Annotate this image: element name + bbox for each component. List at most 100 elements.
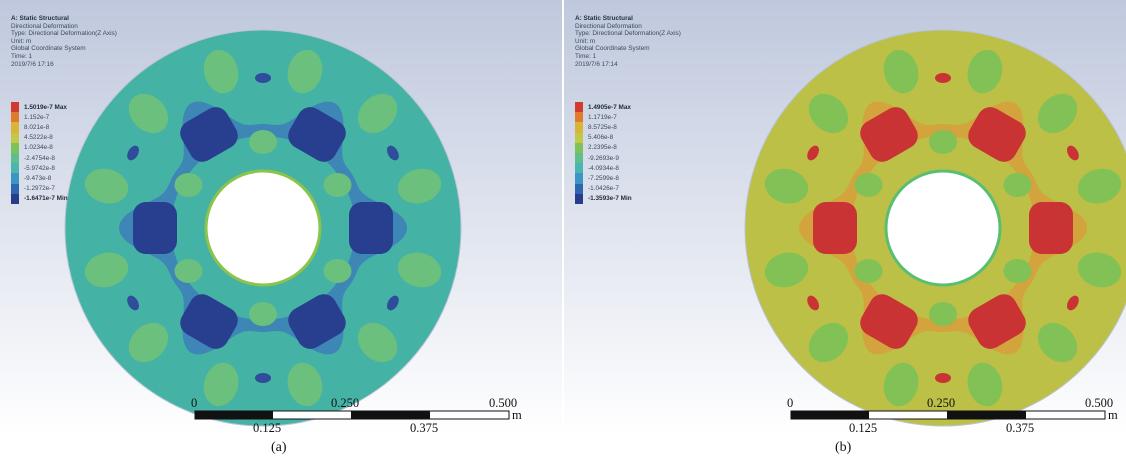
legend-entry: 5.406e-8 <box>575 132 632 143</box>
scale-label-0: 0 <box>787 396 794 410</box>
legend-swatch <box>575 102 583 113</box>
legend-swatch <box>11 163 19 174</box>
legend-label: -1.3593e-7 Min <box>588 195 632 203</box>
outer-contour-pad <box>967 362 1003 407</box>
outer-contour-pad <box>203 49 239 94</box>
inner-contour-pad <box>929 302 957 326</box>
result-name: Directional Deformation <box>575 22 642 30</box>
deformation-lobe <box>860 294 918 349</box>
scale-unit: m <box>1108 408 1118 422</box>
contour-spot <box>935 73 951 83</box>
inner-contour-pad <box>323 173 352 197</box>
scale-label-0375: 0.375 <box>410 421 439 435</box>
legend-swatch <box>11 112 19 123</box>
scale-bar-segment <box>791 411 869 419</box>
scale-bar-segment <box>351 411 430 419</box>
outer-contour-pad <box>287 362 323 407</box>
outer-contour-pad <box>357 93 398 134</box>
legend-entry: -7.2599e-8 <box>575 173 632 184</box>
legend-swatch <box>575 163 583 174</box>
inner-contour-pad <box>174 173 203 197</box>
legend-swatch <box>575 193 583 204</box>
inner-contour-pad <box>929 130 957 154</box>
legend-label: -9.2693e-9 <box>588 154 619 162</box>
coordinate-system: Global Coordinate System <box>575 45 650 53</box>
legend-swatch <box>575 122 583 133</box>
legend-swatch <box>575 132 583 143</box>
outer-contour-pad <box>1037 93 1078 134</box>
legend-entry: 1.5019e-7 Max <box>11 102 68 113</box>
scale-bar-segment <box>947 411 1026 419</box>
outer-contour-pad <box>883 362 919 407</box>
outer-contour-pad <box>1037 322 1078 363</box>
result-date: 2019/7/6 17:14 <box>575 60 618 68</box>
deformation-lobe <box>349 202 393 254</box>
contour-legend-b: 1.4905e-7 Max 1.1719e-7 8.5725e-8 5.406e-8 2… <box>575 102 632 204</box>
contour-spot <box>127 145 139 161</box>
deformation-lobe <box>180 294 238 349</box>
contour-spot <box>255 73 271 83</box>
legend-label: -1.2972e-7 <box>24 185 55 193</box>
outer-contour-pad <box>1077 252 1122 288</box>
legend-entry: -4.0934e-8 <box>575 163 632 174</box>
legend-label: 1.0234e-8 <box>24 144 53 152</box>
legend-label: 8.5725e-8 <box>588 123 617 131</box>
legend-swatch <box>11 183 19 194</box>
legend-swatch <box>11 102 19 113</box>
legend-label: -4.0934e-8 <box>588 164 619 172</box>
legend-label: 1.152e-7 <box>24 113 50 121</box>
legend-label: 1.4905e-7 Max <box>588 103 631 111</box>
legend-label: -5.9742e-8 <box>24 164 55 172</box>
legend-entry: -1.0426e-7 <box>575 183 632 194</box>
caption-b: (b) <box>835 440 852 455</box>
deformation-lobe <box>813 202 857 254</box>
legend-entry: -9.2693e-9 <box>575 152 632 164</box>
deformation-lobe <box>288 294 346 349</box>
legend-entry: -1.2972e-7 <box>11 183 68 194</box>
outer-contour-pad <box>808 322 849 363</box>
outer-contour-pad <box>287 49 323 94</box>
scale-unit: m <box>512 408 522 422</box>
rotor-plot-a <box>64 29 462 427</box>
legend-label: 4.5222e-8 <box>24 134 53 142</box>
legend-label: -1.6471e-7 Min <box>24 195 68 203</box>
outer-contour-pad <box>84 252 129 288</box>
contour-legend-a: 1.5019e-7 Max 1.152e-7 8.021e-8 4.5222e-8 1.… <box>11 102 68 204</box>
deformation-lobe <box>1029 202 1073 254</box>
coordinate-system: Global Coordinate System <box>11 45 86 53</box>
legend-entry: -9.473e-8 <box>11 173 68 184</box>
analysis-title: A: Static Structural <box>575 15 633 22</box>
analysis-title: A: Static Structural <box>11 15 69 22</box>
scale-label-0500: 0.500 <box>489 396 518 410</box>
viewport-a <box>0 0 562 436</box>
outer-contour-pad <box>84 168 129 204</box>
result-date: 2019/7/6 17:16 <box>11 60 54 68</box>
contour-spot <box>387 295 399 311</box>
legend-swatch <box>11 142 19 153</box>
outer-contour-pad <box>203 362 239 407</box>
outer-contour-pad <box>397 168 442 204</box>
scale-label-0375: 0.375 <box>1006 421 1035 435</box>
outer-contour-pad <box>1077 168 1122 204</box>
result-type: Type: Directional Deformation(Z Axis) <box>11 30 117 38</box>
legend-swatch <box>11 122 19 133</box>
legend-label: -2.4754e-8 <box>24 154 55 162</box>
deformation-lobe <box>288 107 346 162</box>
legend-swatch <box>11 193 19 204</box>
outer-contour-pad <box>128 93 169 134</box>
result-name: Directional Deformation <box>11 22 78 30</box>
outer-contour-pad <box>808 93 849 134</box>
legend-entry: 1.152e-7 <box>11 112 68 123</box>
legend-entry: -1.6471e-7 Min <box>11 193 68 204</box>
outer-contour-pad <box>967 49 1003 94</box>
legend-swatch <box>575 183 583 194</box>
result-time: Time: 1 <box>575 52 597 60</box>
outer-contour-pad <box>764 168 809 204</box>
inner-contour-pad <box>854 259 883 283</box>
contour-spot <box>255 373 271 383</box>
legend-entry: 8.5725e-8 <box>575 122 632 133</box>
inner-contour-pad <box>249 302 277 326</box>
outer-contour-pad <box>883 49 919 94</box>
legend-swatch <box>11 173 19 184</box>
legend-entry: 1.0234e-8 <box>11 142 68 153</box>
